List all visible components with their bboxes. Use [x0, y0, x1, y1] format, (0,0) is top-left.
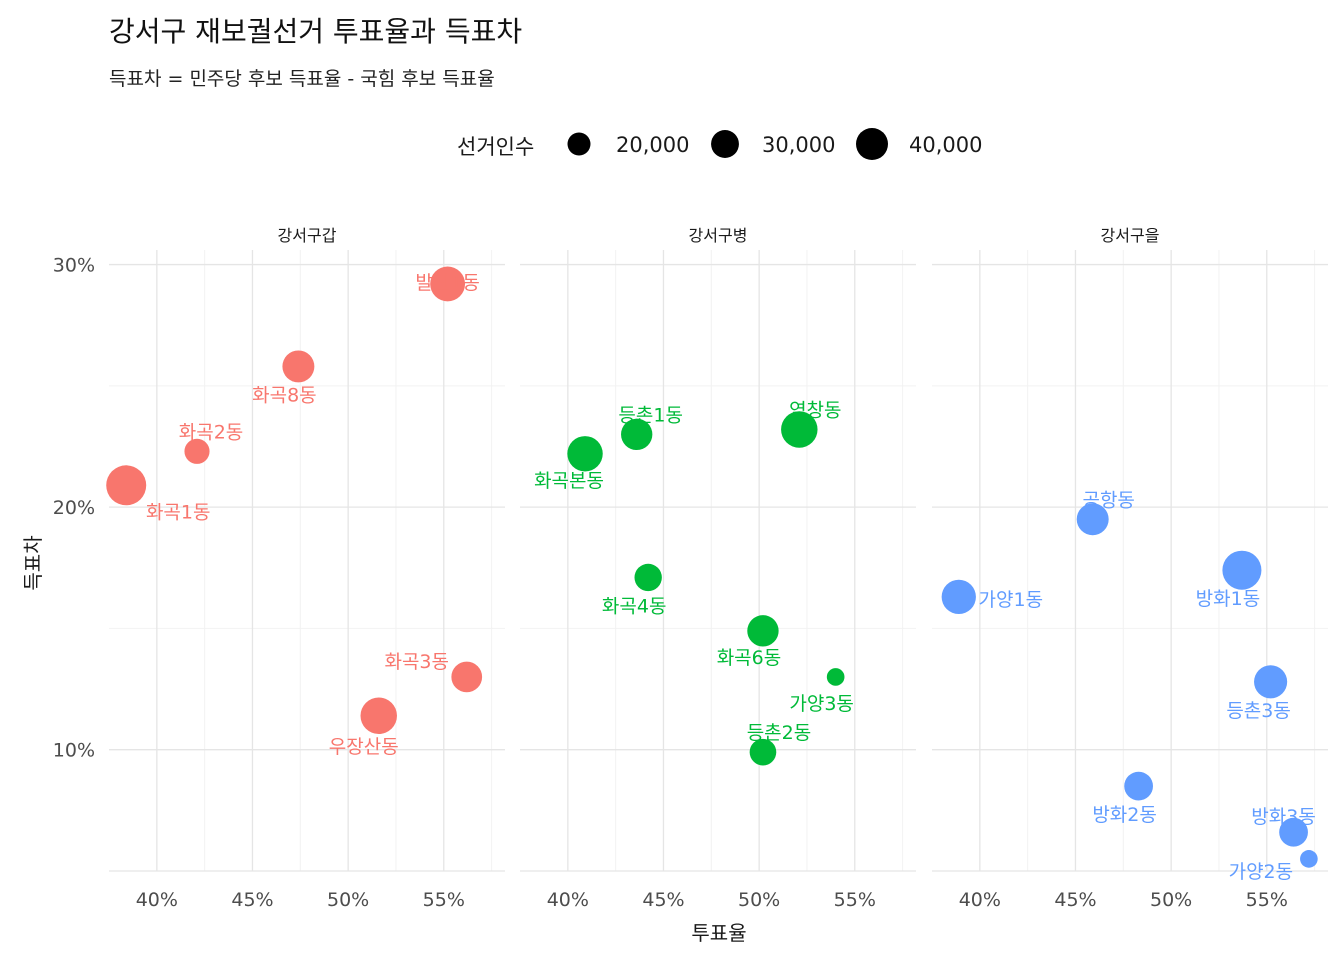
point-label: 등촌1동 — [618, 404, 683, 426]
point-label: 화곡본동 — [534, 470, 604, 492]
chart-title: 강서구 재보궐선거 투표율과 득표차 — [109, 15, 523, 48]
x-tick-label: 45% — [1054, 889, 1096, 911]
legend-title: 선거인수 — [457, 135, 534, 159]
point-label: 화곡4동 — [602, 595, 667, 617]
point-label: 방화1동 — [1196, 588, 1261, 610]
legend-key — [567, 132, 591, 156]
y-axis-title: 득표차 — [21, 535, 45, 590]
point-label: 등촌2동 — [747, 722, 812, 744]
data-point — [634, 563, 662, 592]
x-tick-label: 50% — [327, 889, 369, 911]
y-tick-label: 10% — [53, 740, 95, 762]
data-point — [781, 411, 818, 448]
point-label: 발산1동 — [415, 272, 480, 294]
facet-strip-label: 강서구갑 — [278, 226, 337, 245]
legend-label: 20,000 — [616, 133, 689, 157]
x-tick-label: 40% — [136, 889, 178, 911]
x-tick-label: 55% — [1246, 889, 1288, 911]
x-tick-label: 40% — [547, 889, 589, 911]
legend-label: 40,000 — [909, 133, 982, 157]
data-point — [360, 697, 397, 734]
y-tick-label: 30% — [53, 255, 95, 277]
point-label: 방화2동 — [1092, 804, 1157, 826]
data-point — [1222, 550, 1262, 590]
x-axis-title: 투표율 — [691, 921, 746, 945]
point-label: 가양3동 — [789, 693, 854, 715]
data-point — [1124, 771, 1153, 801]
x-tick-label: 40% — [959, 889, 1001, 911]
point-label: 염창동 — [789, 400, 841, 422]
point-label: 화곡8동 — [252, 384, 317, 406]
data-point — [106, 465, 147, 506]
data-point — [826, 668, 845, 686]
point-label: 우장산동 — [329, 736, 399, 758]
x-tick-label: 50% — [738, 889, 780, 911]
data-point — [282, 350, 315, 383]
data-point — [451, 661, 483, 693]
y-tick-label: 20% — [53, 497, 95, 519]
data-point — [1279, 817, 1308, 847]
point-label: 가양2동 — [1229, 861, 1294, 883]
data-point — [430, 266, 466, 302]
data-point — [1254, 665, 1288, 699]
point-label: 가양1동 — [979, 589, 1044, 611]
legend-key — [711, 130, 739, 158]
data-point — [941, 579, 976, 615]
data-point — [184, 438, 210, 464]
data-point — [747, 615, 779, 647]
point-label: 화곡6동 — [717, 647, 782, 669]
legend-key — [856, 128, 888, 160]
point-label: 등촌3동 — [1226, 700, 1291, 722]
point-label: 방화3동 — [1251, 806, 1316, 828]
point-label: 화곡2동 — [179, 421, 244, 443]
x-tick-label: 50% — [1150, 889, 1192, 911]
x-tick-label: 55% — [834, 889, 876, 911]
data-point — [567, 436, 603, 472]
data-point — [1076, 503, 1109, 536]
point-label: 공항동 — [1082, 489, 1134, 511]
x-tick-label: 55% — [423, 889, 465, 911]
point-label: 화곡3동 — [384, 651, 449, 673]
point-label: 화곡1동 — [146, 501, 211, 523]
x-tick-label: 45% — [642, 889, 684, 911]
facet-strip-label: 강서구병 — [689, 226, 748, 245]
data-point — [749, 738, 777, 766]
data-point — [621, 418, 653, 451]
x-tick-label: 45% — [231, 889, 273, 911]
chart-subtitle: 득표차 = 민주당 후보 득표율 - 국힘 후보 득표율 — [109, 68, 495, 90]
facet-strip-label: 강서구을 — [1101, 226, 1160, 245]
data-point — [1300, 850, 1318, 868]
legend-label: 30,000 — [762, 133, 835, 157]
